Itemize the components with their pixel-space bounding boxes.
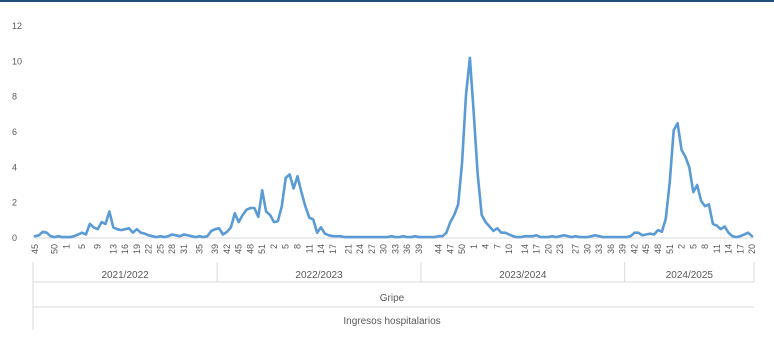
x-tick-label: 36: [606, 244, 616, 254]
x-tick-label: 50: [457, 244, 467, 254]
x-tick-label: 8: [700, 244, 710, 249]
x-tick-label: 14: [316, 244, 326, 254]
x-tick-label: 30: [379, 244, 389, 254]
x-tick-label: 51: [257, 244, 267, 254]
x-tick-label: 7: [492, 244, 502, 249]
x-tick-label: 13: [108, 244, 118, 254]
x-tick-label: 33: [390, 244, 400, 254]
y-tick-label: 12: [12, 21, 22, 31]
x-tick-label: 47: [445, 244, 455, 254]
x-tick-label: 22: [144, 244, 154, 254]
x-tick-label: 25: [155, 244, 165, 254]
x-tick-label: 44: [434, 244, 444, 254]
x-tick-label: 21: [343, 244, 353, 254]
y-tick-label: 2: [12, 198, 17, 208]
x-tick-label: 5: [281, 244, 291, 249]
x-tick-label: 39: [210, 244, 220, 254]
category-level-ingresos-label: Ingresos hospitalarios: [343, 316, 440, 327]
x-tick-label: 11: [304, 244, 314, 253]
x-tick-label: 42: [629, 244, 639, 254]
y-tick-label: 0: [12, 233, 17, 243]
category-level-gripe-label: Gripe: [380, 293, 405, 304]
x-tick-label: 5: [77, 244, 87, 249]
season-label: 2023/2024: [499, 270, 547, 281]
x-tick-label: 42: [222, 244, 232, 254]
x-tick-label: 48: [245, 244, 255, 254]
x-tick-label: 1: [61, 244, 71, 249]
season-label: 2022/2023: [295, 270, 343, 281]
x-tick-label: 16: [120, 244, 130, 254]
x-tick-label: 51: [665, 244, 675, 254]
x-tick-label: 45: [30, 244, 40, 254]
x-tick-label: 24: [355, 244, 365, 254]
x-tick-label: 23: [555, 244, 565, 254]
x-tick-label: 33: [594, 244, 604, 254]
season-label: 2024/2025: [666, 270, 714, 281]
y-tick-label: 4: [12, 162, 17, 172]
x-tick-label: 5: [688, 244, 698, 249]
y-tick-label: 6: [12, 127, 17, 137]
x-tick-label: 35: [195, 244, 205, 254]
x-tick-label: 14: [520, 244, 530, 254]
x-tick-label: 45: [234, 244, 244, 254]
x-tick-label: 14: [724, 244, 734, 254]
x-tick-label: 19: [132, 244, 142, 254]
x-tick-label: 27: [367, 244, 377, 254]
x-tick-label: 2: [677, 244, 687, 249]
y-tick-label: 10: [12, 56, 22, 66]
x-tick-label: 4: [481, 244, 491, 249]
x-tick-label: 9: [93, 244, 103, 249]
x-tick-label: 28: [167, 244, 177, 254]
x-tick-label: 11: [712, 244, 722, 253]
x-tick-label: 10: [504, 244, 514, 254]
x-tick-label: 36: [402, 244, 412, 254]
x-tick-label: 20: [747, 244, 757, 254]
x-tick-label: 17: [328, 244, 338, 254]
series-group: [33, 56, 754, 239]
x-tick-label: 20: [543, 244, 553, 254]
y-axis: 0 2 4 6 8 10 12: [12, 21, 22, 243]
x-tick-label: 17: [532, 244, 542, 254]
x-tick-label: 17: [735, 244, 745, 254]
season-label: 2021/2022: [101, 270, 149, 281]
x-tick-label: 31: [179, 244, 189, 254]
x-tick-label: 2: [269, 244, 279, 249]
admissions-line: [33, 56, 754, 239]
x-tick-label: 39: [414, 244, 424, 254]
x-tick-label: 48: [653, 244, 663, 254]
y-tick-label: 8: [12, 92, 17, 102]
x-tick-label: 27: [571, 244, 581, 254]
x-tick-label: 1: [469, 244, 479, 249]
x-tick-label: 39: [618, 244, 628, 254]
x-tick-label: 30: [582, 244, 592, 254]
x-tick-label: 45: [641, 244, 651, 254]
x-tick-label: 8: [292, 244, 302, 249]
x-tick-label: 50: [50, 244, 60, 254]
